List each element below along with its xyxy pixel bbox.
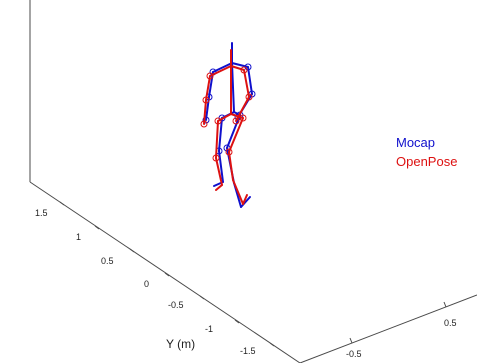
mocap-bone-r_hip-r_knee	[218, 117, 223, 152]
openpose-bone-r_hip-r_knee	[215, 120, 219, 159]
openpose-bone-neck-l_shoulder	[230, 65, 245, 71]
mocap-bone-neck-r_shoulder	[212, 62, 233, 73]
mocap-bone-l_hip-l_knee	[226, 114, 241, 149]
mocap-bone-neck-pelvis	[231, 62, 235, 113]
legend: Mocap OpenPose	[396, 135, 457, 169]
y-tick-label: 0.5	[101, 256, 114, 266]
y-axis-label: Y (m)	[166, 337, 195, 351]
openpose-bone-l_knee-l_ankle	[228, 151, 234, 181]
y-tick-label: 1.5	[35, 208, 48, 218]
y-tick-label: 1	[76, 232, 81, 242]
y-tick-label: -1	[205, 324, 213, 334]
openpose-bone-r_knee-r_ankle	[215, 157, 223, 186]
y-tick-label: -1.5	[240, 346, 256, 356]
openpose-bone-neck-r_shoulder	[209, 65, 232, 77]
series-openpose	[200, 49, 253, 205]
openpose-joint-l_wrist	[232, 117, 240, 125]
mocap-bone-r_shoulder-r_elbow	[208, 71, 214, 98]
openpose-joint-r_elbow	[202, 96, 210, 104]
y-tick-label: -0.5	[168, 300, 184, 310]
openpose-bone-l_foot-l_toe	[242, 194, 248, 205]
openpose-bone-pelvis-l_hip	[230, 113, 244, 119]
x-axis-edge	[299, 294, 477, 363]
openpose-joint-r_knee	[212, 154, 220, 162]
legend-entry-mocap: Mocap	[396, 135, 435, 150]
y-tick-label: 0	[144, 279, 149, 289]
openpose-bone-r_shoulder-r_elbow	[205, 75, 211, 101]
openpose-joint-r_shoulder	[206, 72, 214, 80]
mocap-bone-r_knee-r_ankle	[218, 150, 224, 183]
openpose-bone-r_elbow-r_wrist	[203, 99, 207, 125]
openpose-bone-pelvis-r_hip	[217, 113, 232, 122]
openpose-joint-r_hip	[214, 117, 222, 125]
openpose-joint-l_hip	[239, 114, 247, 122]
x-axis-ticks	[349, 301, 447, 344]
openpose-bone-l_shoulder-l_elbow	[243, 69, 250, 98]
legend-entry-openpose: OpenPose	[396, 154, 457, 169]
openpose-joint-r_wrist	[200, 120, 208, 128]
openpose-bone-l_ankle-l_foot	[232, 179, 244, 205]
openpose-bone-r_ankle-r_foot	[215, 184, 223, 191]
openpose-joint-l_knee	[225, 148, 233, 156]
x-tick-label: 0.5	[444, 318, 457, 328]
x-tick-label: -0.5	[346, 349, 362, 359]
y-axis-ticks	[59, 201, 275, 347]
mocap-bone-l_foot-l_toe	[240, 196, 251, 208]
mocap-joint-r_wrist	[202, 116, 210, 124]
openpose-bone-l_hip-l_knee	[228, 117, 244, 153]
y-axis-edge	[29, 181, 301, 363]
openpose-joint-l_shoulder	[240, 66, 248, 74]
openpose-joint-l_elbow	[245, 93, 253, 101]
mocap-bone-l_shoulder-l_elbow	[247, 66, 253, 95]
